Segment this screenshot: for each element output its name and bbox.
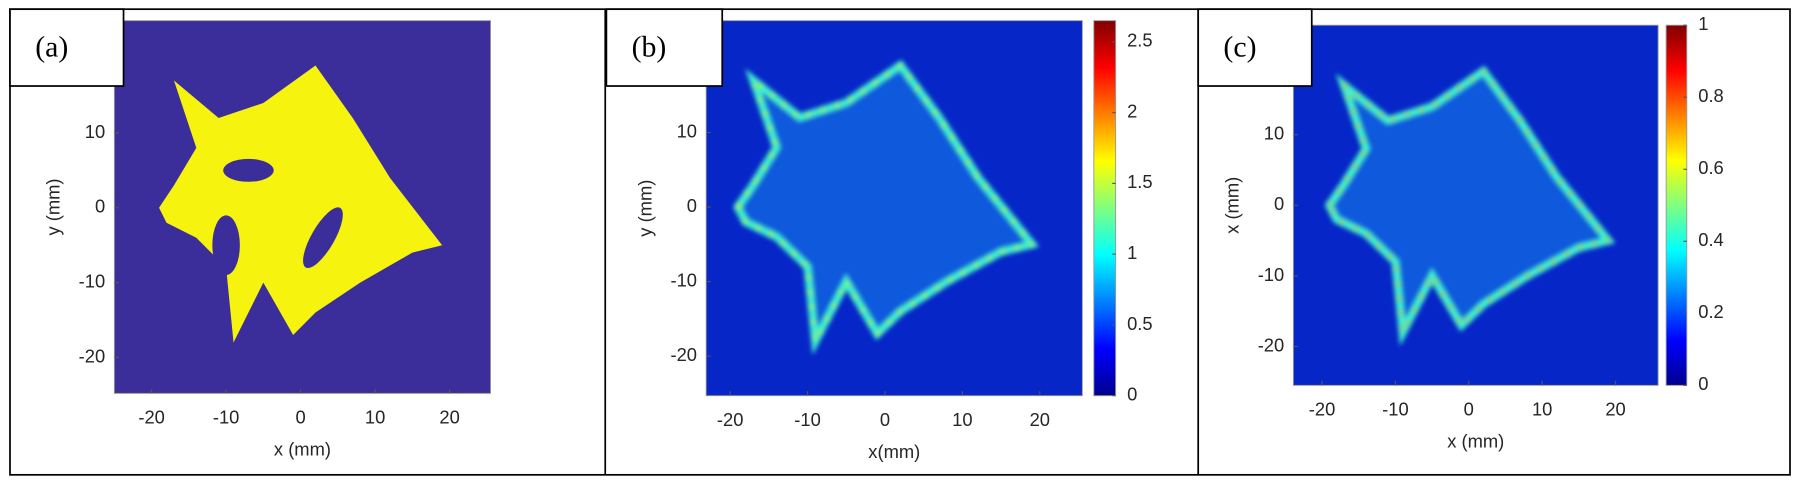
x-tick-label: -20 [1309,398,1336,419]
y-tick-label: -10 [79,270,106,291]
x-tick-label: 20 [1030,409,1050,430]
colorbar-tick-label: 0 [1698,373,1708,394]
x-tick-label: 10 [952,409,972,430]
panel-label: (b) [632,31,667,64]
x-tick-label: 0 [295,406,305,427]
y-tick-label: -20 [670,344,697,365]
image-shape [1328,69,1611,337]
image-detail [212,215,240,276]
y-tick-label: -10 [1258,264,1285,285]
colorbar-tick-label: 0.4 [1698,229,1724,250]
colorbar-tick-label: 2.5 [1127,30,1153,51]
image-detail [223,158,274,182]
y-tick-label: -20 [79,345,106,366]
colorbar-tick-label: 1.5 [1127,171,1153,192]
y-tick-label: -10 [670,269,697,290]
x-tick-label: 10 [1532,398,1552,419]
x-tick-label: 0 [1464,398,1474,419]
colorbar-tick-label: 1 [1127,242,1137,263]
image-detail [303,207,343,269]
panel-label: (c) [1223,31,1256,64]
colorbar-tick-label: 0.6 [1698,157,1724,178]
colorbar-tick-label: 1 [1698,13,1708,34]
panel-label-box [1197,8,1313,87]
panel-label: (a) [35,31,68,64]
figure-border [9,8,1791,476]
panel-label-box [605,8,724,87]
y-axis-label: y (mm) [43,178,64,235]
x-tick-label: 10 [365,406,385,427]
x-axis-label: x(mm) [868,441,920,462]
x-axis-label: x (mm) [274,439,331,460]
axes-box [113,20,492,394]
y-tick-label: -20 [1258,334,1285,355]
y-tick-label: 0 [687,195,697,216]
y-axis-label: y (mm) [634,180,655,237]
y-tick-label: 10 [85,121,105,142]
x-tick-label: 20 [1605,398,1625,419]
colorbar-tick-label: 0.8 [1698,85,1724,106]
y-tick-label: 10 [1264,123,1284,144]
y-tick-label: 0 [95,196,105,217]
y-tick-label: 0 [1274,193,1284,214]
x-tick-label: 0 [880,409,890,430]
x-tick-label: -10 [794,409,821,430]
colorbar-tick-label: 0.5 [1127,313,1153,334]
x-tick-label: -10 [1382,398,1409,419]
y-axis-label: x (mm) [1222,177,1243,234]
colorbar-tick-label: 0 [1127,384,1137,405]
panel-label-box [9,8,125,87]
colorbar [1665,24,1688,386]
axes-box [705,20,1083,397]
y-tick-label: 10 [677,120,697,141]
x-tick-label: 20 [439,406,459,427]
x-tick-label: -10 [213,406,240,427]
x-axis-label: x (mm) [1447,431,1504,452]
colorbar [1093,20,1117,397]
x-tick-label: -20 [717,409,744,430]
colorbar-tick-label: 0.2 [1698,301,1724,322]
colorbar-tick-label: 2 [1127,100,1137,121]
x-tick-label: -20 [138,406,165,427]
image-shape [736,63,1035,346]
